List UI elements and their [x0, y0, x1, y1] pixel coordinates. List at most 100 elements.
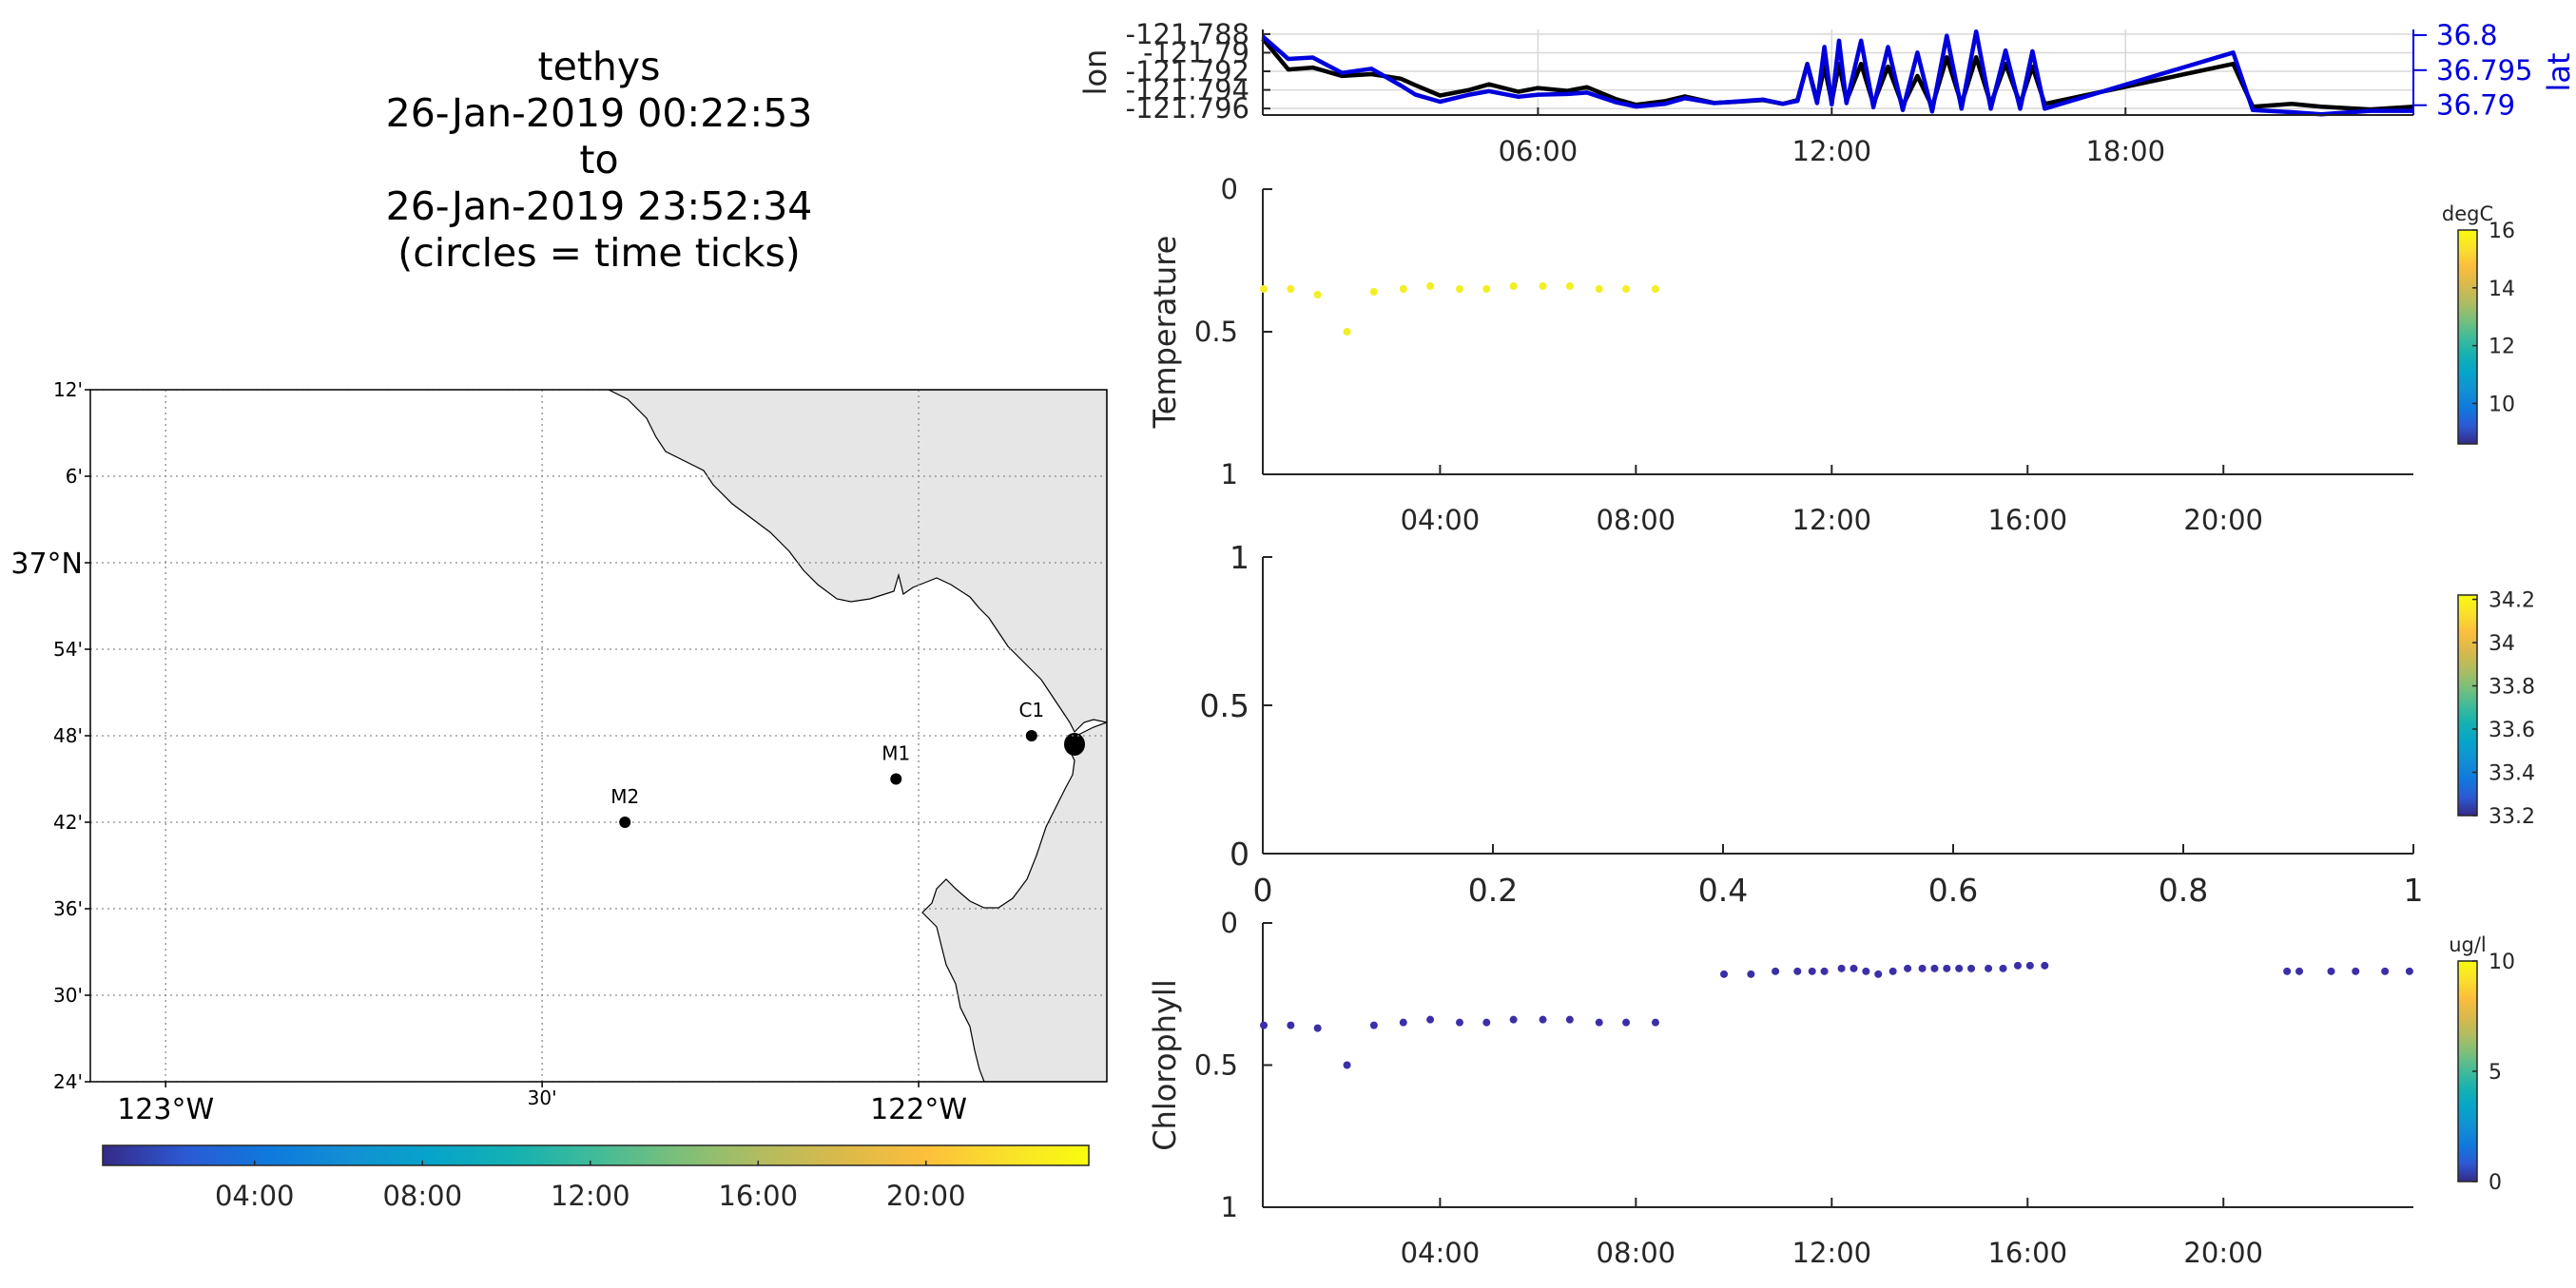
- chlorophyll-data-point: [1904, 964, 1912, 972]
- chlorophyll-data-point: [1808, 967, 1816, 975]
- empty-colorbar-ticklabel: 34: [2489, 632, 2515, 656]
- temperature-data-point: [1343, 328, 1351, 336]
- empty-y-ticklabel: 0.5: [1200, 687, 1249, 724]
- chlorophyll-data-point: [1862, 967, 1870, 975]
- mooring-label: M1: [881, 742, 910, 765]
- temperature-data-point: [1509, 282, 1518, 290]
- track-right-ticklabel: 36.79: [2436, 89, 2515, 122]
- temperature-data-point: [1539, 282, 1547, 290]
- temperature-y-ticklabel: 1: [1221, 458, 1238, 490]
- chlorophyll-data-point: [1793, 967, 1802, 975]
- chlorophyll-data-point: [1426, 1015, 1435, 1024]
- chlorophyll-data-point: [1313, 1024, 1322, 1032]
- chlorophyll-data-point: [2283, 967, 2292, 975]
- chlorophyll-colorbar-ticklabel: 0: [2489, 1171, 2502, 1195]
- title-to: to: [579, 137, 619, 183]
- chlorophyll-data-point: [2327, 967, 2335, 975]
- map-y-ticklabel: 12': [53, 378, 83, 401]
- map-x-ticklabel: 123°W: [117, 1093, 214, 1126]
- empty-x-ticklabel: 0: [1253, 872, 1273, 909]
- chlorophyll-data-point: [1888, 967, 1897, 975]
- chlorophyll-data-point: [1260, 1021, 1269, 1029]
- chlorophyll-x-ticklabel: 20:00: [2183, 1237, 2263, 1269]
- chlorophyll-data-point: [2025, 961, 2034, 970]
- chlorophyll-y-ticklabel: 0.5: [1194, 1049, 1238, 1082]
- chlorophyll-data-point: [1622, 1018, 1631, 1027]
- time-colorbar: [102, 1144, 1090, 1166]
- map-land-south: [921, 721, 1107, 1082]
- chlorophyll-data-point: [1955, 964, 1964, 972]
- chlorophyll-data-point: [1509, 1015, 1518, 1024]
- temperature-colorbar-ticklabel: 12: [2489, 336, 2515, 359]
- empty-y-ticklabel: 1: [1230, 539, 1249, 576]
- map-panel: C1 M1 M2 12' 6' 37°N 54' 48' 42' 36' 30' 24' 123°W 30…: [10, 378, 1108, 1212]
- temperature-colorbar-ticklabel: 16: [2489, 220, 2515, 243]
- temperature-x-ticklabel: 04:00: [1401, 504, 1481, 536]
- chlorophyll-data-point: [1539, 1015, 1547, 1024]
- empty-panel: 0 0.2 0.4 0.6 0.8 1 0 0.5 1 33.2 33.4 33.6 33.8 34 34.…: [1200, 539, 2535, 909]
- map-y-ticklabel: 42': [53, 811, 83, 834]
- temperature-data-point: [1565, 282, 1574, 290]
- track-series-lat: [1261, 29, 2413, 117]
- temperature-data-point: [1595, 285, 1603, 293]
- chlorophyll-data-point: [1943, 964, 1951, 972]
- chlorophyll-data-point: [1967, 964, 1976, 972]
- chlorophyll-data-point: [1565, 1015, 1574, 1024]
- track-panel: 06:00 12:00 18:00-121.788-121.79-121.792-1…: [1077, 18, 2576, 167]
- temperature-colorbar-label: degC: [2442, 202, 2493, 225]
- map-land-north: [608, 390, 1107, 734]
- empty-x-ticklabel: 0.8: [2159, 872, 2208, 909]
- map-harbor-marker: [1064, 733, 1085, 756]
- temperature-data-point: [1651, 285, 1659, 293]
- track-right-label: lat: [2541, 52, 2576, 91]
- track-right-ticklabel: 36.8: [2436, 19, 2498, 51]
- chlorophyll-colorbar-ticklabel: 10: [2489, 951, 2515, 974]
- chlorophyll-data-point: [1720, 970, 1729, 978]
- chlorophyll-data-point: [1820, 967, 1829, 975]
- mooring-marker: [1025, 730, 1037, 741]
- temperature-y-ticklabel: 0.5: [1194, 316, 1238, 348]
- track-x-ticklabel: 12:00: [1792, 135, 1872, 167]
- chlorophyll-data-point: [1369, 1021, 1378, 1029]
- figure-title: tethys 26-Jan-2019 00:22:53 to 26-Jan-20…: [314, 44, 884, 277]
- temperature-data-point: [1426, 282, 1435, 290]
- chlorophyll-x-ticklabel: 12:00: [1792, 1237, 1872, 1269]
- chlorophyll-data-point: [1287, 1021, 1295, 1029]
- temperature-x-ticklabel: 12:00: [1792, 504, 1872, 536]
- temperature-colorbar-ticklabel: 14: [2489, 278, 2515, 301]
- title-note: (circles = time ticks): [397, 230, 801, 276]
- map-y-ticklabel: 54': [53, 638, 83, 661]
- time-colorbar-ticklabel: 20:00: [886, 1180, 966, 1212]
- track-left-ticklabel: -121.792: [1126, 55, 1249, 87]
- chlorophyll-data-point: [1482, 1018, 1491, 1027]
- time-colorbar-ticklabel: 04:00: [215, 1180, 295, 1212]
- empty-colorbar-ticklabel: 33.6: [2489, 719, 2535, 742]
- temperature-x-ticklabel: 08:00: [1597, 504, 1676, 536]
- chlorophyll-data-point: [2295, 967, 2304, 975]
- track-left-label: lon: [1077, 49, 1114, 96]
- empty-colorbar-ticklabel: 33.8: [2489, 676, 2535, 700]
- chlorophyll-data-point: [1874, 970, 1883, 978]
- empty-colorbar-ticklabel: 33.2: [2489, 805, 2535, 829]
- chlorophyll-x-ticklabel: 08:00: [1597, 1237, 1676, 1269]
- chlorophyll-y-ticklabel: 0: [1221, 907, 1238, 939]
- chlorophyll-colorbar-label: ug/l: [2449, 933, 2487, 956]
- chlorophyll-data-point: [1985, 964, 1993, 972]
- temperature-y-label: Temperature: [1147, 236, 1183, 430]
- map-y-ticklabel: 24': [53, 1070, 83, 1093]
- temperature-colorbar: [2457, 229, 2478, 445]
- empty-x-ticklabel: 0.6: [1928, 872, 1978, 909]
- track-x-ticklabel: 06:00: [1499, 135, 1579, 167]
- temperature-y-ticklabel: 0: [1221, 173, 1238, 205]
- map-y-ticklabel: 36': [53, 897, 83, 920]
- empty-colorbar-ticklabel: 33.4: [2489, 762, 2535, 786]
- chlorophyll-data-point: [1595, 1018, 1603, 1027]
- empty-x-ticklabel: 1: [2404, 872, 2424, 909]
- chlorophyll-data-point: [1747, 970, 1755, 978]
- chlorophyll-data-point: [1837, 964, 1846, 972]
- chlorophyll-data-point: [2352, 967, 2360, 975]
- chlorophyll-data-point: [1455, 1018, 1463, 1027]
- temperature-x-ticklabel: 20:00: [2183, 504, 2263, 536]
- empty-colorbar: [2457, 594, 2478, 817]
